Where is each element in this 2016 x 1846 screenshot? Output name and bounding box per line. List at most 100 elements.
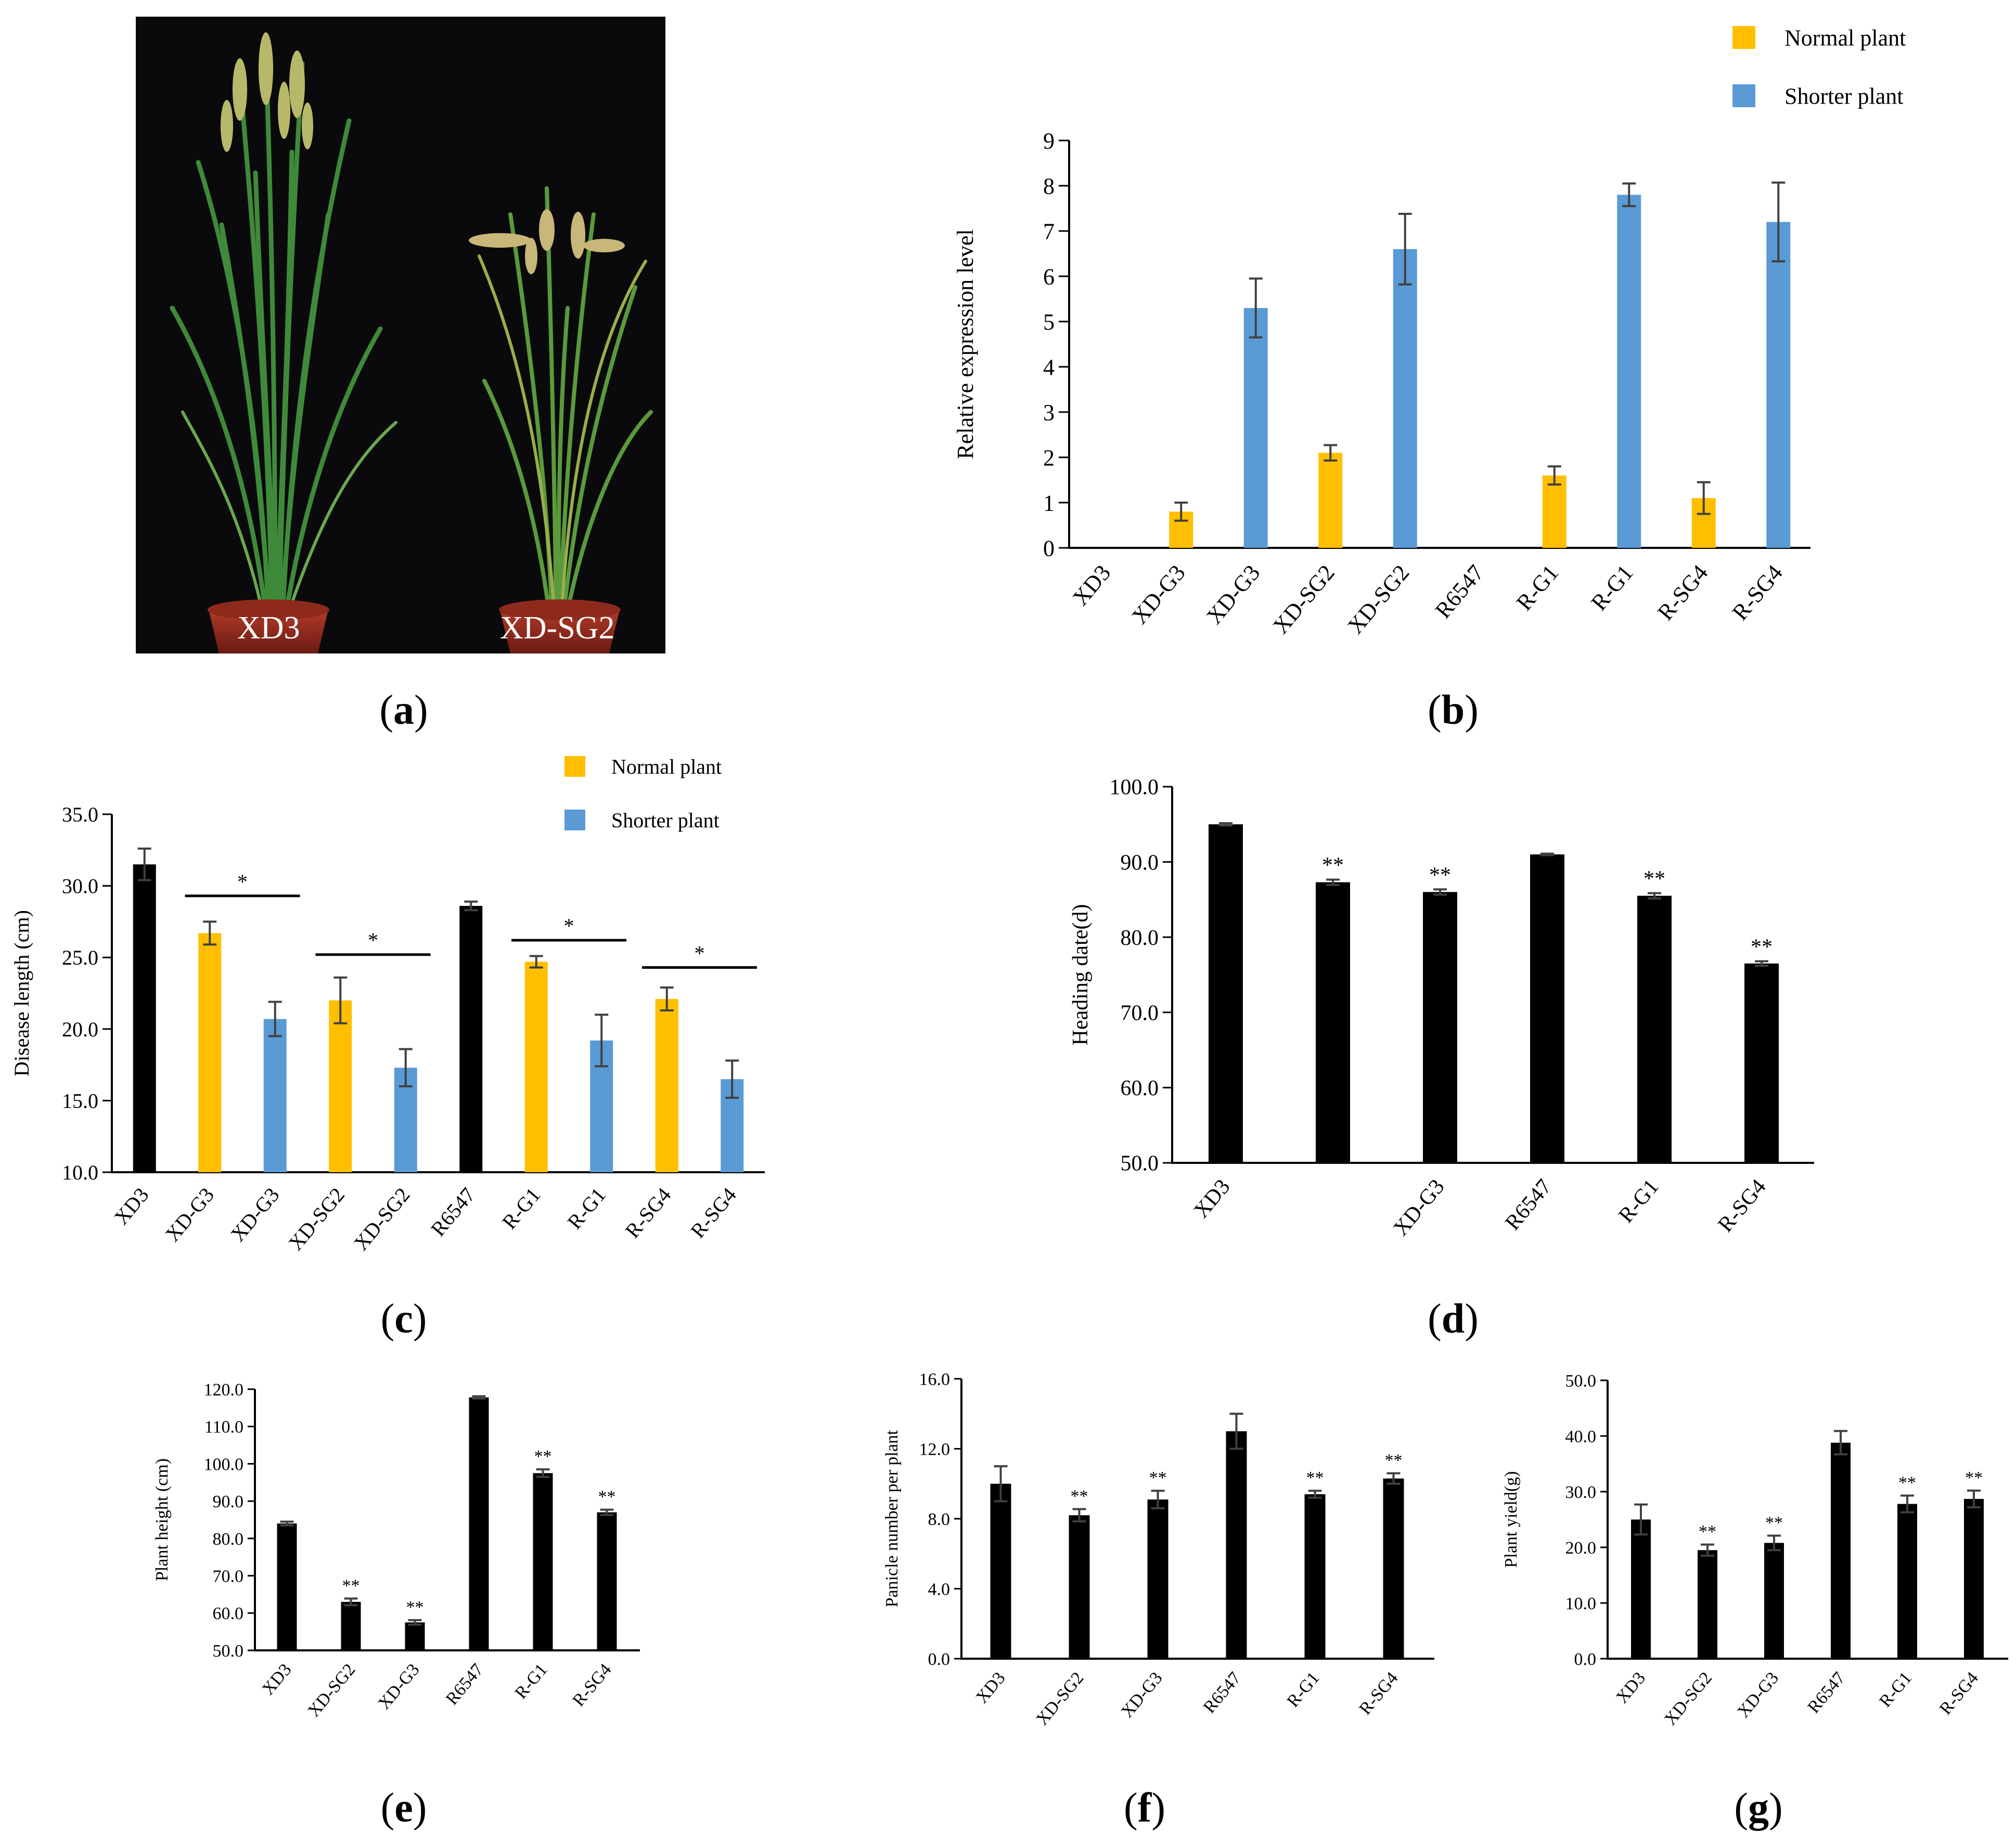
bar — [1304, 1494, 1326, 1659]
y-tick-label: 0.0 — [928, 1650, 951, 1669]
y-axis-title: Panicle number per plant — [882, 1430, 902, 1607]
bar — [1744, 963, 1779, 1163]
significance-mark: * — [695, 941, 705, 965]
y-tick-label: 40.0 — [1565, 1427, 1597, 1446]
bar — [1617, 195, 1641, 548]
significance-mark: ** — [1306, 1468, 1324, 1488]
caption-g: (g) — [1734, 1785, 1783, 1831]
bar — [655, 999, 678, 1172]
bar — [277, 1523, 297, 1650]
y-tick-label: 110.0 — [204, 1418, 243, 1437]
bar — [1069, 1515, 1090, 1659]
y-tick-label: 60.0 — [1121, 1076, 1159, 1100]
bar — [1766, 222, 1791, 548]
y-tick-label: 50.0 — [1121, 1152, 1159, 1176]
bar — [1147, 1499, 1168, 1659]
significance-mark: * — [564, 914, 574, 938]
bar — [1764, 1543, 1784, 1659]
y-tick-label: 50.0 — [213, 1642, 244, 1661]
y-tick-label: 3 — [1043, 400, 1055, 425]
bar — [1530, 854, 1564, 1163]
y-tick-label: 16.0 — [919, 1370, 951, 1389]
y-tick-label: 60.0 — [213, 1604, 244, 1623]
y-tick-label: 90.0 — [213, 1492, 244, 1511]
bar — [597, 1512, 617, 1650]
bar — [1243, 307, 1268, 548]
significance-mark: ** — [1429, 863, 1451, 887]
legend-swatch — [1732, 84, 1755, 107]
bar — [533, 1473, 553, 1650]
y-tick-label: 70.0 — [1121, 1002, 1159, 1025]
significance-mark: ** — [1322, 854, 1344, 878]
bar — [1831, 1442, 1851, 1659]
bar — [469, 1397, 489, 1650]
y-tick-label: 4.0 — [928, 1580, 951, 1599]
bar — [1637, 895, 1672, 1163]
y-tick-label: 70.0 — [213, 1567, 244, 1586]
bar — [1423, 892, 1457, 1163]
y-tick-label: 5 — [1043, 309, 1055, 335]
y-tick-label: 80.0 — [213, 1530, 244, 1549]
bar — [459, 906, 483, 1172]
y-tick-label: 25.0 — [62, 946, 98, 969]
caption-d: (d) — [1428, 1296, 1479, 1342]
bar — [990, 1483, 1011, 1659]
bar — [1393, 249, 1417, 548]
y-tick-label: 10.0 — [1565, 1594, 1597, 1613]
significance-mark: ** — [1965, 1468, 1983, 1488]
legend-swatch — [564, 756, 585, 777]
y-axis-title: Disease length (cm) — [10, 910, 33, 1076]
bar — [198, 933, 222, 1172]
x-tick-label: XD-G3 — [1733, 1669, 1782, 1722]
significance-mark: ** — [342, 1576, 360, 1595]
bar — [329, 1000, 352, 1172]
y-tick-label: 7 — [1043, 219, 1055, 244]
significance-mark: ** — [406, 1598, 424, 1617]
legend-label: Normal plant — [611, 755, 722, 778]
bar — [1316, 882, 1350, 1163]
y-axis-title: Relative expression level — [953, 229, 978, 459]
y-axis-title: Plant yield(g) — [1501, 1471, 1521, 1568]
y-tick-label: 50.0 — [1565, 1371, 1597, 1391]
significance-mark: * — [368, 929, 378, 952]
y-tick-label: 6 — [1043, 264, 1055, 289]
y-tick-label: 20.0 — [62, 1018, 98, 1041]
significance-mark: ** — [534, 1447, 552, 1466]
bar — [1964, 1498, 1984, 1659]
caption-f: (f) — [1124, 1785, 1165, 1831]
caption-b: (b) — [1428, 687, 1479, 733]
significance-mark: ** — [1898, 1473, 1916, 1492]
rice-plants-illustration — [170, 32, 653, 653]
bar — [1383, 1478, 1404, 1659]
bar — [1226, 1431, 1247, 1659]
bar — [341, 1601, 361, 1650]
photo-label-xd3: XD3 — [237, 610, 300, 646]
rice-plants-photo: XD3 XD-SG2 — [136, 17, 665, 653]
legend-label: Shorter plant — [1784, 83, 1904, 109]
significance-mark: ** — [1643, 867, 1665, 891]
y-tick-label: 20.0 — [1565, 1539, 1597, 1558]
x-tick-label: XD-SG2 — [1661, 1669, 1716, 1729]
y-axis-title: Heading date(d) — [1069, 904, 1093, 1046]
bar — [263, 1019, 287, 1172]
bar — [405, 1622, 425, 1650]
significance-mark: ** — [1699, 1522, 1716, 1542]
y-tick-label: 0 — [1043, 535, 1055, 561]
significance-mark: ** — [1765, 1514, 1783, 1533]
bar — [133, 864, 156, 1172]
legend-label: Normal plant — [1784, 25, 1906, 50]
y-tick-label: 9 — [1043, 128, 1055, 153]
photo-label-xd-sg2: XD-SG2 — [500, 610, 615, 646]
caption-e: (e) — [380, 1785, 427, 1831]
y-tick-label: 120.0 — [204, 1380, 244, 1400]
y-tick-label: 90.0 — [1121, 851, 1159, 875]
y-tick-label: 1 — [1043, 490, 1055, 516]
significance-mark: ** — [1385, 1451, 1403, 1470]
x-tick-label: R-G1 — [1876, 1669, 1916, 1711]
y-axis-title: Plant height (cm) — [152, 1458, 172, 1581]
bar — [524, 962, 548, 1172]
